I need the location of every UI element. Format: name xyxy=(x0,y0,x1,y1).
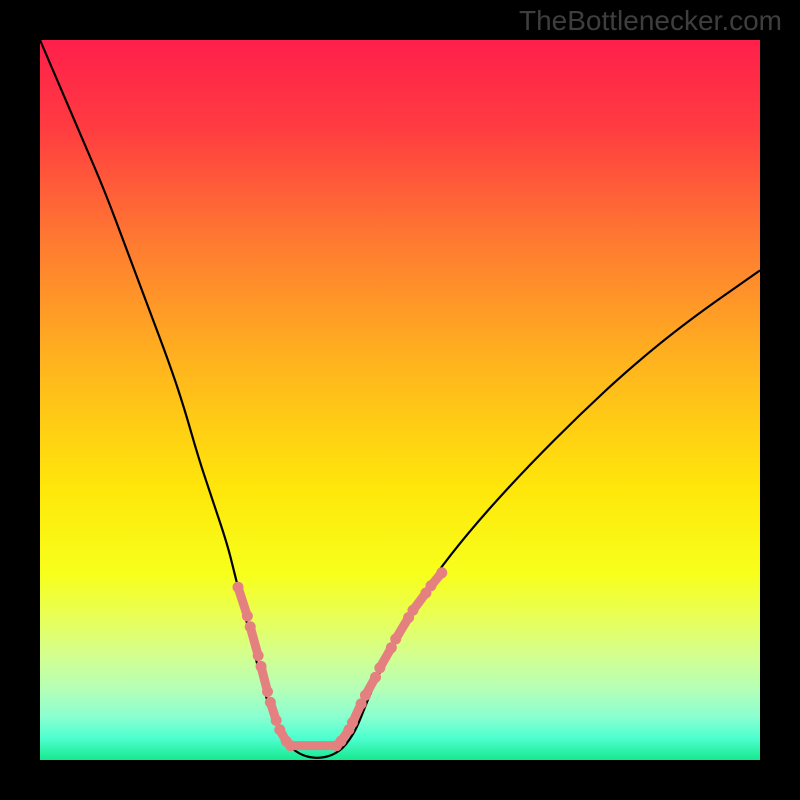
marker-cap xyxy=(390,634,401,645)
bottleneck-chart: TheBottlenecker.com xyxy=(0,0,800,800)
watermark-text: TheBottlenecker.com xyxy=(519,5,782,36)
marker-cap xyxy=(374,662,385,673)
marker-cap xyxy=(242,611,253,622)
marker-cap xyxy=(347,717,358,728)
marker-cap xyxy=(253,650,264,661)
marker-cap xyxy=(262,686,273,697)
marker-cap xyxy=(285,740,296,751)
marker-cap xyxy=(370,672,381,683)
marker-cap xyxy=(271,715,282,726)
marker-cap xyxy=(335,736,346,747)
marker-cap xyxy=(360,690,371,701)
plot-background-gradient xyxy=(40,40,760,760)
marker-cap xyxy=(425,580,436,591)
marker-cap xyxy=(256,661,267,672)
marker-cap xyxy=(274,724,285,735)
marker-cap xyxy=(407,605,418,616)
marker-cap xyxy=(265,697,276,708)
marker-cap xyxy=(233,582,244,593)
marker-cap xyxy=(436,567,447,578)
marker-cap xyxy=(245,621,256,632)
